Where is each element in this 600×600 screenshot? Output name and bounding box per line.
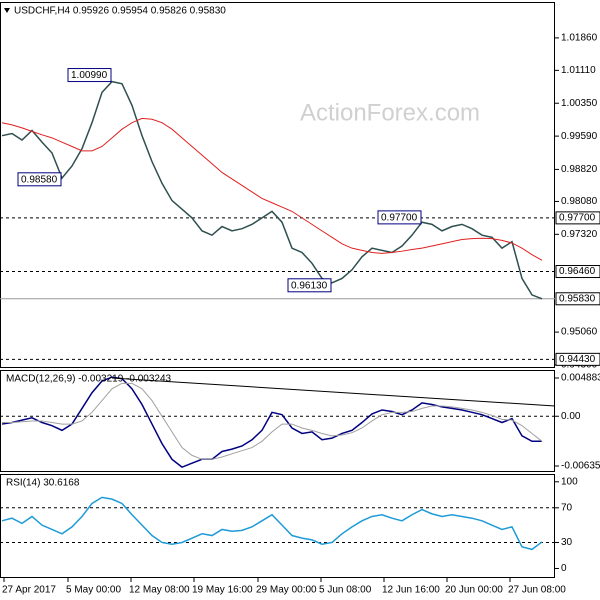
level-label-box bbox=[555, 265, 600, 279]
panel-frame bbox=[0, 474, 555, 578]
x-tick-label: 5 Jun 08:00 bbox=[319, 585, 372, 596]
y-tick-label: 0.98080 bbox=[561, 196, 598, 207]
level-label: 0.96460 bbox=[559, 266, 596, 277]
x-tick-label: 20 Jun 00:00 bbox=[445, 585, 503, 596]
series-line bbox=[1, 80, 543, 300]
series-line bbox=[1, 376, 542, 468]
x-tick-label: 12 May 08:00 bbox=[129, 585, 190, 596]
annotation-box bbox=[377, 210, 422, 225]
y-tick-label: 1.00350 bbox=[561, 98, 598, 109]
watermark: ActionForex.com bbox=[300, 99, 480, 126]
series-line bbox=[1, 117, 543, 261]
y-tick-label: -0.006354 bbox=[561, 461, 600, 472]
level-label: 0.95830 bbox=[559, 293, 596, 304]
y-tick-label: 30 bbox=[561, 537, 573, 548]
y-tick-label: 70 bbox=[561, 502, 573, 513]
y-tick-label: 1.01860 bbox=[561, 33, 598, 44]
annotation-box bbox=[67, 68, 112, 83]
level-label-box bbox=[555, 352, 600, 366]
trendline bbox=[111, 377, 556, 407]
annotation-label: 0.97700 bbox=[381, 213, 418, 224]
y-tick-label: 0.99590 bbox=[561, 131, 598, 142]
x-tick-label: 27 Apr 2017 bbox=[2, 585, 56, 596]
annotation-label: 0.98580 bbox=[21, 174, 58, 185]
panel-title: MACD(12,26,9) -0.003219 -0.003243 bbox=[6, 374, 172, 385]
series-line bbox=[1, 496, 543, 551]
annotation-label: 0.96130 bbox=[291, 280, 328, 291]
panel-title: USDCHF,H4 0.95926 0.95954 0.95826 0.9583… bbox=[14, 6, 226, 17]
level-label: 0.94430 bbox=[559, 354, 596, 365]
panel-frame bbox=[0, 2, 555, 368]
x-tick-label: 27 Jun 08:00 bbox=[508, 585, 566, 596]
x-tick-label: 5 May 00:00 bbox=[66, 585, 121, 596]
level-label: 0.97700 bbox=[559, 213, 596, 224]
x-tick-label: 12 Jun 16:00 bbox=[382, 585, 440, 596]
y-tick-label: 0 bbox=[561, 563, 567, 574]
annotation-box bbox=[287, 278, 332, 293]
menu-triangle bbox=[4, 8, 10, 13]
y-tick-label: 0.004883 bbox=[561, 373, 600, 384]
panel-title: RSI(14) 30.6168 bbox=[6, 478, 80, 489]
x-tick-label: 19 May 16:00 bbox=[192, 585, 253, 596]
y-tick-label: 100 bbox=[561, 476, 578, 487]
annotation-label: 1.00990 bbox=[71, 70, 108, 81]
series-line bbox=[2, 382, 543, 460]
y-tick-label: 0.95060 bbox=[561, 327, 598, 338]
y-tick-label: 0.00 bbox=[561, 411, 581, 422]
annotation-box bbox=[17, 172, 62, 187]
panel-frame bbox=[0, 370, 555, 472]
level-label-box bbox=[555, 211, 600, 225]
y-tick-label: 1.01110 bbox=[561, 65, 596, 76]
y-tick-label: 0.97320 bbox=[561, 229, 598, 240]
y-tick-label: 0.98820 bbox=[561, 164, 598, 175]
level-label-box bbox=[555, 292, 600, 306]
x-tick-label: 29 May 00:00 bbox=[256, 585, 317, 596]
